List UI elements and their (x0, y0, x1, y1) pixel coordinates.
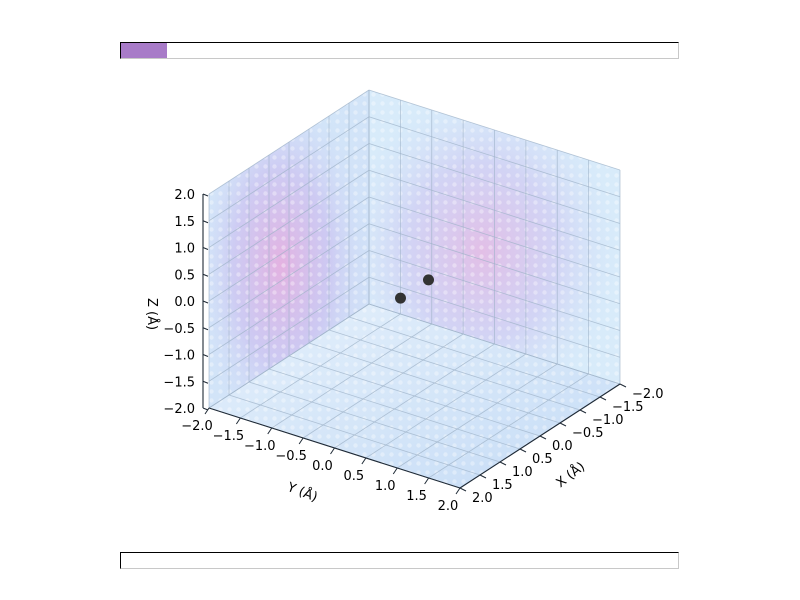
data-point-0 (423, 274, 434, 286)
z-tick-label: 0.0 (174, 295, 195, 310)
x-tick-mark (519, 448, 527, 453)
x-tick-label: 2.0 (472, 491, 493, 506)
gridline (368, 116, 621, 198)
y-tick-mark (424, 477, 430, 485)
gridline (365, 353, 527, 459)
z-tick-label: −2.0 (163, 402, 195, 417)
z-tick-mark (202, 220, 209, 224)
gridline (368, 143, 621, 224)
gridline (208, 143, 370, 248)
x-tick-mark (599, 396, 607, 401)
gridline (368, 169, 621, 251)
z-tick-label: −1.5 (163, 375, 195, 390)
z-tick-label: −1.0 (163, 349, 195, 364)
y-tick-mark (392, 467, 398, 475)
gridline (428, 373, 589, 479)
gridline (208, 169, 370, 275)
gridline (208, 116, 370, 222)
tick-labels: −2.0−2.0−2.0 −1.5−1.5−1.5−1.0−1.0−1.0−0.5… (163, 188, 663, 514)
z-tick-mark (202, 407, 209, 411)
x-tick-label: 1.0 (512, 465, 533, 480)
y-tick-mark (330, 447, 335, 455)
z-tick-mark (202, 354, 209, 357)
x-tick-mark (619, 383, 627, 388)
y-tick-label: −1.5 (213, 429, 245, 444)
gridline (268, 368, 521, 450)
y-tick-mark (235, 417, 241, 425)
z-tick-mark (202, 193, 209, 197)
y-tick-mark (298, 437, 304, 445)
y-tick-mark (267, 427, 273, 435)
y-axis-label: Y (Å) (284, 479, 320, 505)
top-progress-bar (120, 42, 679, 59)
z-tick-mark (202, 273, 209, 277)
z-tick-mark (202, 247, 209, 250)
x-axis-label: X (Å) (553, 459, 588, 491)
gridline (208, 196, 370, 302)
y-tick-label: 1.0 (375, 479, 396, 494)
z-tick-label: 2.0 (174, 188, 195, 203)
data-point-1 (395, 292, 406, 304)
x-tick-label: −2.0 (632, 387, 664, 402)
y-tick-label: 2.0 (438, 499, 459, 514)
y-tick-label: −1.0 (244, 439, 276, 454)
x-tick-mark (579, 409, 587, 414)
y-tick-mark (204, 407, 210, 415)
gridline (208, 89, 370, 195)
z-axis-label: Z (Å) (144, 298, 160, 330)
data-points (395, 274, 434, 304)
x-tick-mark (499, 461, 507, 466)
gridline (368, 89, 621, 171)
z-tick-label: 1.5 (174, 215, 195, 230)
axes-panes (209, 90, 620, 488)
bottom-progress-bar (120, 552, 679, 569)
z-tick-label: 0.5 (174, 268, 195, 283)
x-tick-mark (479, 474, 487, 479)
gridline (334, 343, 495, 449)
y-tick-label: −0.5 (275, 449, 307, 464)
y-tick-label: 0.0 (312, 459, 333, 474)
z-tick-label: −0.5 (163, 322, 195, 337)
z-tick-mark (202, 380, 209, 384)
gridline (248, 381, 501, 463)
x-tick-label: −0.5 (572, 426, 604, 441)
x-tick-mark (559, 422, 567, 427)
y-tick-label: 0.5 (344, 469, 365, 484)
x-tick-label: −1.5 (612, 400, 644, 415)
x-tick-mark (539, 435, 547, 440)
x-tick-label: 1.5 (492, 478, 513, 493)
x-tick-label: 0.5 (532, 452, 553, 467)
gridline (228, 394, 481, 476)
z-tick-mark (202, 327, 209, 331)
y-tick-mark (455, 487, 461, 495)
y-tick-label: −2.0 (181, 419, 213, 434)
x-tick-label: 0.0 (552, 439, 573, 454)
z-tick-mark (202, 300, 209, 304)
y-tick-mark (361, 457, 367, 465)
z-tick-label: 1.0 (174, 242, 195, 257)
y-tick-label: 1.5 (406, 489, 427, 504)
x-tick-mark (459, 487, 467, 492)
gridline (397, 363, 558, 469)
gridline (368, 196, 621, 278)
top-progress-fill (121, 43, 168, 58)
x-tick-label: −1.0 (592, 413, 624, 428)
